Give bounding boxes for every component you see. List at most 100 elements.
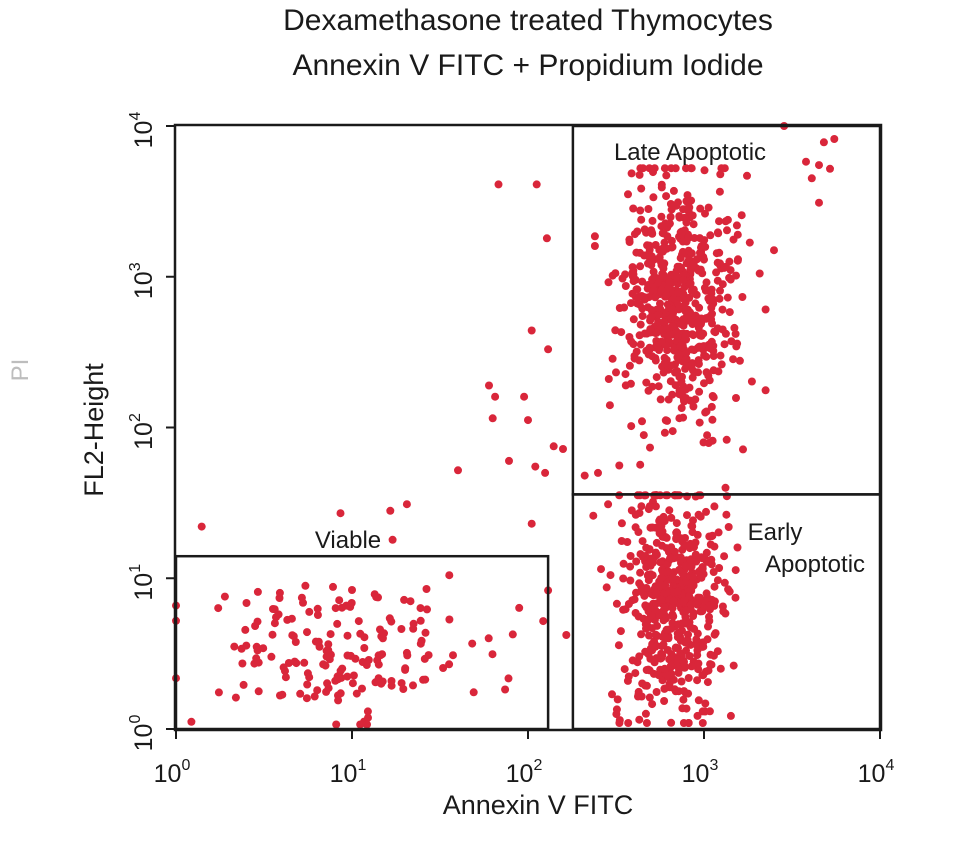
late-apoptotic-cell-point	[636, 340, 645, 349]
late-apoptotic-cell-point	[631, 275, 640, 284]
cell-point	[494, 180, 503, 189]
y-tick-label: 102	[127, 413, 158, 450]
late-apoptotic-cell-point	[646, 443, 654, 452]
viable-cell-point	[187, 717, 196, 726]
late-apoptotic-cell-point	[694, 266, 703, 275]
viable-cell-point	[409, 624, 418, 633]
viable-cell-point	[313, 686, 322, 695]
early-apoptotic-cell-point	[684, 630, 692, 639]
early-apoptotic-cell-point	[731, 566, 740, 575]
y-tick-label: 103	[127, 262, 158, 299]
late-apoptotic-cell-point	[682, 348, 691, 357]
late-apoptotic-cell-point	[657, 261, 666, 270]
cell-point	[524, 416, 532, 425]
late-apoptotic-cell-point	[635, 331, 644, 340]
late-apoptotic-cell-point	[681, 394, 690, 403]
early-apoptotic-cell-point	[680, 596, 689, 605]
late-apoptotic-cell-point	[645, 345, 654, 354]
viable-cell-point	[370, 590, 379, 599]
early-apoptotic-cell-point	[637, 630, 646, 639]
early-apoptotic-cell-point	[688, 522, 697, 531]
viable-cell-point	[360, 644, 369, 652]
cell-point	[615, 461, 624, 470]
viable-cell-point	[220, 592, 229, 601]
late-apoptotic-cell-point	[681, 355, 690, 364]
early-apoptotic-cell-point	[665, 506, 674, 515]
early-apoptotic-cell-point	[710, 502, 719, 511]
cell-point	[527, 519, 536, 528]
early-apoptotic-cell-point	[726, 711, 735, 720]
viable-cell-point	[417, 636, 426, 645]
late-apoptotic-cell-point	[709, 295, 718, 304]
early-apoptotic-cell-point	[681, 562, 690, 570]
viable-cell-point	[321, 661, 330, 670]
viable-cell-point	[422, 585, 431, 593]
late-apoptotic-cell-point	[676, 254, 685, 263]
late-apoptotic-cell-point	[656, 395, 665, 404]
early-apoptotic-cell-point	[670, 547, 679, 556]
early-apoptotic-cell-point	[707, 660, 716, 669]
early-apoptotic-cell-point	[624, 719, 633, 727]
early-apoptotic-cell-point	[688, 572, 697, 581]
early-apoptotic-cell-point	[705, 616, 714, 625]
early-apoptotic-cell-point	[637, 502, 646, 511]
cell-point	[815, 161, 823, 170]
late-apoptotic-cell-point	[715, 187, 724, 196]
early-apoptotic-cell-point	[702, 507, 710, 516]
early-apoptotic-cell-point	[679, 619, 688, 628]
late-apoptotic-cell-point	[636, 206, 645, 215]
early-apoptotic-cell-point	[693, 711, 702, 720]
early-apoptotic-cell-point	[693, 651, 702, 660]
early-apoptotic-cell-point	[729, 661, 738, 670]
viable-cell-point	[270, 619, 279, 628]
late-apoptotic-cell-point	[659, 229, 668, 238]
cell-point	[807, 174, 816, 183]
y-axis-ticks: 100 101 102 103 104	[127, 112, 176, 751]
late-apoptotic-cell-point	[743, 171, 751, 180]
late-apoptotic-cell-point	[693, 318, 702, 327]
late-apoptotic-cell-point	[647, 252, 656, 261]
late-apoptotic-cell-point	[685, 383, 694, 392]
cell-point	[608, 690, 616, 699]
cell-point	[541, 468, 550, 477]
late-apoptotic-cell-point	[695, 418, 704, 427]
viable-cell-point	[416, 604, 425, 613]
viable-cell-point	[469, 688, 478, 697]
viable-cell-point	[423, 605, 431, 614]
late-apoptotic-cell-point	[660, 428, 669, 437]
early-apoptotic-cell-point	[627, 506, 636, 515]
late-apoptotic-cell-point	[732, 342, 741, 351]
late-apoptotic-cell-point	[638, 312, 647, 320]
late-apoptotic-cell-point	[682, 164, 690, 173]
early-apoptotic-cell-point	[706, 540, 715, 549]
late-apoptotic-cell-point	[674, 305, 683, 314]
early-apoptotic-cell-point	[623, 538, 632, 546]
early-apoptotic-cell-point	[694, 659, 703, 668]
late-apoptotic-cell-point	[673, 288, 682, 297]
early-apoptotic-cell-point	[710, 630, 719, 639]
late-apoptotic-cell-point	[590, 232, 599, 241]
early-apoptotic-cell-point	[699, 642, 708, 651]
early-apoptotic-cell-point	[679, 695, 688, 704]
late-apoptotic-cell-point	[635, 292, 644, 301]
viable-cell-point	[333, 672, 342, 681]
chart-title: Dexamethasone treated Thymocytes	[283, 4, 773, 37]
late-apoptotic-cell-point	[673, 367, 681, 376]
early-apoptotic-cell-point	[636, 568, 645, 577]
late-apoptotic-cell-point	[694, 356, 703, 365]
viable-cell-point	[349, 671, 358, 680]
early-apoptotic-cell-point	[613, 695, 622, 704]
x-tick-label: 102	[506, 757, 543, 788]
late-apoptotic-cell-point	[680, 213, 689, 222]
cell-point	[197, 522, 206, 531]
late-apoptotic-cell-point	[701, 209, 709, 218]
cell-point	[802, 157, 810, 166]
viable-cell-point	[267, 652, 276, 661]
late-apoptotic-cell-point	[630, 230, 639, 239]
late-apoptotic-cell-point	[628, 289, 637, 298]
late-apoptotic-cell-point	[675, 414, 684, 423]
late-apoptotic-cell-point	[696, 204, 705, 213]
early-apoptotic-cell-point	[616, 627, 625, 636]
early-apoptotic-cell-point	[624, 672, 633, 681]
viable-cell-point	[239, 680, 248, 689]
